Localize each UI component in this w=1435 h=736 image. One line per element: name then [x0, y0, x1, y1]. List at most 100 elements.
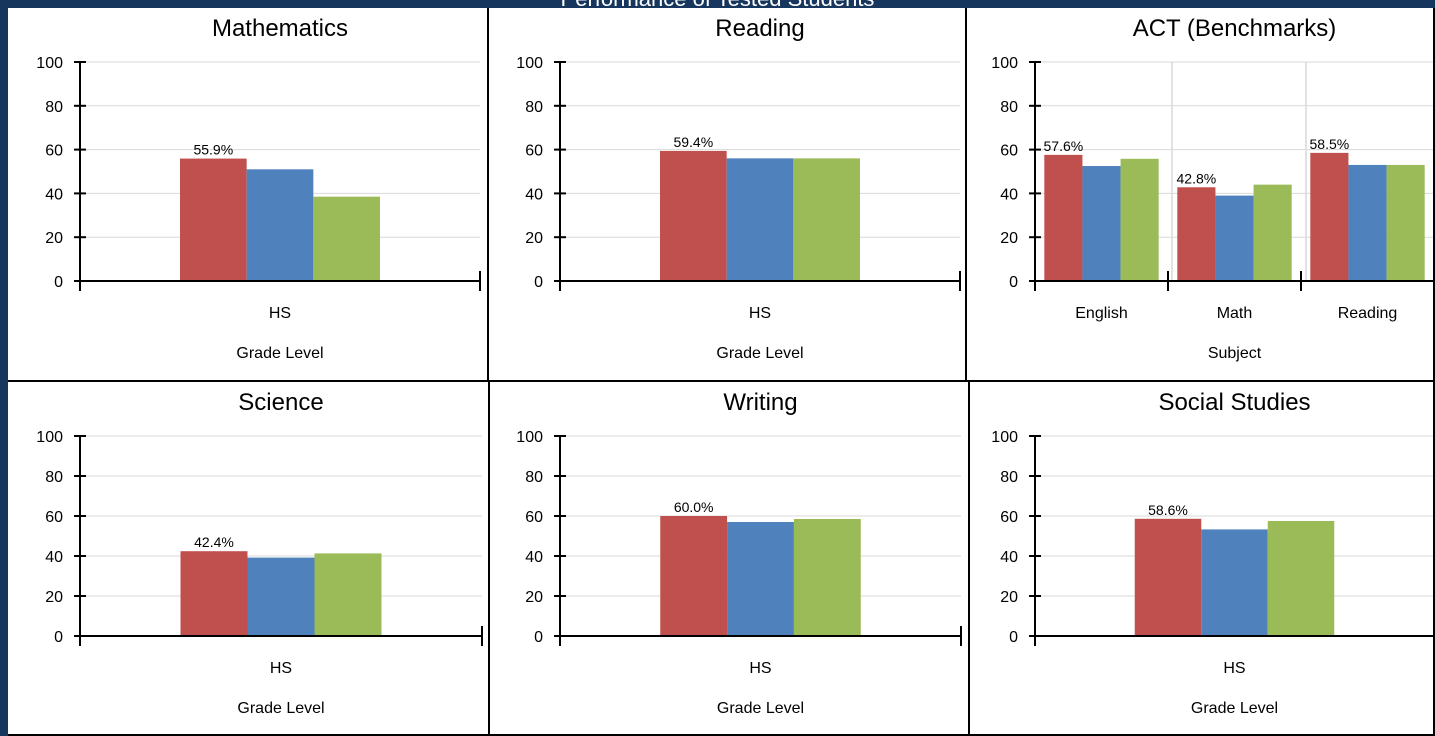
- category-label: HS: [269, 305, 291, 322]
- bar: [1386, 164, 1425, 281]
- chart-svg: Mathematics 55.9% HS 0 20 40 60 80 100 Grade Leve…: [36, 15, 481, 362]
- y-tick-label: 60: [45, 143, 63, 160]
- y-tick-label: 100: [991, 55, 1018, 72]
- x-axis-label: Grade Level: [237, 700, 324, 717]
- y-tick-label: 0: [534, 629, 543, 646]
- data-label: 58.5%: [1310, 136, 1350, 152]
- category-label: HS: [1223, 660, 1245, 677]
- bar: [247, 557, 315, 636]
- category-label: Math: [1217, 305, 1253, 322]
- y-tick-label: 20: [45, 589, 63, 606]
- data-label: 42.8%: [1177, 170, 1217, 186]
- bar: [727, 522, 794, 636]
- data-label: 55.9%: [193, 142, 233, 158]
- bar: [1201, 529, 1268, 636]
- y-tick-label: 60: [1000, 509, 1018, 526]
- x-axis-label: Grade Level: [236, 345, 323, 362]
- y-tick-label: 60: [45, 509, 63, 526]
- category-label: HS: [270, 660, 292, 677]
- bar: [1177, 187, 1216, 281]
- x-axis-label: Subject: [1208, 345, 1262, 362]
- data-label: 59.4%: [673, 134, 713, 150]
- chart-title: Mathematics: [212, 15, 348, 42]
- y-tick-label: 60: [525, 143, 543, 160]
- y-tick-label: 100: [991, 429, 1018, 446]
- y-tick-label: 0: [1009, 629, 1018, 646]
- bar: [793, 519, 861, 636]
- bar: [314, 553, 382, 636]
- bar: [1348, 164, 1387, 281]
- page-title: Performance of Tested Students: [0, 0, 1435, 10]
- y-tick-label: 20: [1000, 230, 1018, 247]
- page-banner: Performance of Tested Students: [0, 0, 1435, 10]
- chart-svg: ACT (Benchmarks) 57.6% English 42.8% Math 58.…: [991, 15, 1433, 362]
- bar: [726, 158, 794, 281]
- chart-panel: ACT (Benchmarks) 57.6% English 42.8% Math 58.…: [967, 8, 1435, 382]
- data-label: 58.6%: [1148, 502, 1188, 518]
- y-tick-label: 20: [525, 589, 543, 606]
- y-tick-label: 60: [525, 509, 543, 526]
- y-tick-label: 100: [516, 55, 543, 72]
- bar: [1310, 152, 1349, 281]
- chart-panel: Social Studies 58.6% HS 0 20 40 60 80 100 Grade L…: [970, 382, 1435, 736]
- bar: [660, 150, 727, 281]
- bar: [1082, 166, 1121, 281]
- bar: [1134, 518, 1202, 636]
- bar: [1044, 154, 1083, 281]
- y-tick-label: 0: [534, 274, 543, 291]
- y-tick-label: 40: [525, 549, 543, 566]
- chart-svg: Writing 60.0% HS 0 20 40 60 80 100 Grade Level: [516, 389, 962, 717]
- y-tick-label: 0: [1009, 274, 1018, 291]
- y-tick-label: 40: [1000, 186, 1018, 203]
- y-tick-label: 0: [54, 274, 63, 291]
- category-label: HS: [749, 305, 771, 322]
- bar: [180, 158, 247, 281]
- x-axis-label: Grade Level: [716, 345, 803, 362]
- category-label: HS: [749, 660, 771, 677]
- x-axis-label: Grade Level: [1191, 700, 1278, 717]
- bar: [1120, 158, 1159, 281]
- data-label: 42.4%: [194, 534, 234, 550]
- y-tick-label: 40: [45, 549, 63, 566]
- y-tick-label: 80: [525, 469, 543, 486]
- y-tick-label: 0: [54, 629, 63, 646]
- bar: [1253, 184, 1292, 281]
- y-tick-label: 20: [1000, 589, 1018, 606]
- y-tick-label: 40: [1000, 549, 1018, 566]
- chart-title: Social Studies: [1158, 389, 1310, 416]
- chart-title: Reading: [715, 15, 804, 42]
- bar: [1267, 521, 1335, 636]
- bar: [313, 196, 380, 281]
- chart-panel: Science 42.4% HS 0 20 40 60 80 100 Grade Level: [8, 382, 490, 736]
- bar: [246, 169, 314, 281]
- y-tick-label: 20: [45, 230, 63, 247]
- chart-panel: Writing 60.0% HS 0 20 40 60 80 100 Grade Level: [490, 382, 970, 736]
- data-label: 60.0%: [674, 499, 714, 515]
- y-tick-label: 80: [45, 469, 63, 486]
- chart-title: ACT (Benchmarks): [1133, 15, 1337, 42]
- y-tick-label: 40: [45, 186, 63, 203]
- chart-title: Writing: [723, 389, 797, 416]
- chart-title: Science: [238, 389, 323, 416]
- y-tick-label: 100: [36, 55, 63, 72]
- y-tick-label: 80: [1000, 99, 1018, 116]
- y-tick-label: 20: [525, 230, 543, 247]
- y-tick-label: 100: [516, 429, 543, 446]
- chart-panel: Reading 59.4% HS 0 20 40 60 80 100 Grade Level: [489, 8, 967, 382]
- bar: [1215, 195, 1254, 281]
- bar: [793, 158, 860, 281]
- y-tick-label: 80: [1000, 469, 1018, 486]
- chart-svg: Reading 59.4% HS 0 20 40 60 80 100 Grade Level: [516, 15, 961, 362]
- data-label: 57.6%: [1044, 138, 1084, 154]
- y-tick-label: 80: [45, 99, 63, 116]
- chart-panel: Mathematics 55.9% HS 0 20 40 60 80 100 Grade Leve…: [8, 8, 489, 382]
- y-tick-label: 40: [525, 186, 543, 203]
- y-tick-label: 100: [36, 429, 63, 446]
- category-label: Reading: [1338, 305, 1398, 322]
- y-tick-label: 80: [525, 99, 543, 116]
- bar: [660, 516, 728, 636]
- chart-svg: Social Studies 58.6% HS 0 20 40 60 80 100 Grade L…: [991, 389, 1433, 717]
- x-axis-label: Grade Level: [717, 700, 804, 717]
- bar: [180, 551, 248, 636]
- y-tick-label: 60: [1000, 143, 1018, 160]
